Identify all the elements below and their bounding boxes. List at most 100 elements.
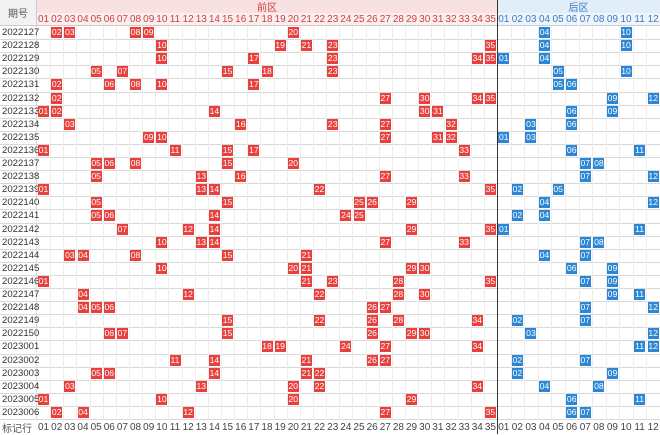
front-ball: 17 [248,79,260,91]
back-ball: 11 [634,341,646,353]
back-ball: 02 [511,210,523,222]
front-ball: 15 [222,328,234,340]
front-ball: 11 [169,354,181,366]
front-ball: 14 [208,105,220,117]
grid-line [260,26,262,420]
front-ball: 28 [392,315,404,327]
front-ball: 28 [392,289,404,300]
period-label: 2022140 [2,196,40,210]
row-divider [0,91,660,93]
period-label: 2022143 [2,235,40,249]
front-ball: 03 [64,380,76,392]
front-ball: 35 [484,275,496,287]
front-col-header: 27 [378,13,392,26]
front-ball: 27 [379,236,391,248]
period-label: 2022137 [2,157,40,171]
front-ball: 02 [51,27,63,38]
front-ball: 17 [248,144,260,156]
front-col-footer: 12 [182,422,194,433]
period-label: 2022146 [2,274,40,288]
period-header: 期号 [0,0,37,26]
front-col-footer: 14 [208,422,220,433]
grid-line [234,26,236,420]
front-ball: 32 [445,131,457,143]
footer-label-cell: 标记行 [0,420,37,435]
front-col-header: 04 [76,13,90,26]
grid-line [352,26,354,420]
back-ball: 07 [579,315,591,327]
front-ball: 34 [471,92,483,104]
row-divider [0,209,660,211]
front-ball: 09 [143,131,155,143]
front-ball: 25 [353,197,365,209]
back-ball: 10 [620,40,632,52]
front-ball: 27 [379,171,391,183]
front-ball: 23 [327,66,339,78]
back-ball: 07 [579,171,591,183]
front-ball: 26 [366,354,378,366]
back-ball: 06 [566,393,578,405]
grid-line [444,26,446,420]
front-zone-header: 前区 [37,0,497,14]
front-ball: 33 [458,236,470,248]
front-col-header: 17 [247,13,261,26]
front-ball: 24 [340,210,352,222]
front-ball: 10 [156,131,168,143]
front-ball: 05 [90,210,102,222]
period-label: 2022147 [2,288,40,302]
back-col-header: 09 [605,13,620,26]
row-divider [0,353,660,355]
back-col-header: 02 [510,13,525,26]
front-ball: 24 [340,341,352,353]
row-divider [0,274,660,276]
front-col-footer: 29 [406,422,418,433]
front-ball: 08 [130,79,142,91]
front-col-header: 21 [299,13,313,26]
front-ball: 29 [406,328,418,340]
front-col-footer: 22 [314,422,326,433]
back-ball: 09 [606,105,618,117]
front-ball: 06 [103,79,115,91]
front-ball: 10 [156,79,168,91]
grid-line [537,26,539,420]
front-ball: 21 [300,262,312,274]
front-ball: 04 [77,406,89,418]
grid-line [470,26,472,420]
row-divider [0,52,660,54]
back-ball: 02 [511,367,523,379]
front-ball: 26 [366,315,378,327]
front-col-footer: 28 [392,422,404,433]
grid-line [483,26,485,420]
front-ball: 13 [195,236,207,248]
back-col-footer: 12 [647,422,659,433]
period-label: 2022133 [2,104,40,118]
front-col-header: 09 [142,13,156,26]
front-ball: 07 [116,328,128,340]
row-divider [0,130,660,132]
front-ball: 12 [182,289,194,300]
front-ball: 20 [287,158,299,169]
front-ball: 25 [353,210,365,222]
front-col-footer: 15 [222,422,234,433]
front-ball: 23 [327,40,339,52]
front-col-header: 22 [313,13,327,26]
front-ball: 01 [38,393,50,405]
back-ball: 04 [539,197,551,209]
front-ball: 21 [300,40,312,52]
grid-line [155,26,157,420]
back-ball: 06 [566,79,578,91]
front-ball: 06 [103,328,115,340]
front-col-footer: 35 [484,422,496,433]
front-ball: 06 [103,302,115,314]
back-ball: 12 [647,92,659,104]
front-col-header: 31 [431,13,445,26]
front-ball: 06 [103,367,115,379]
front-ball: 26 [366,328,378,340]
back-ball: 01 [498,131,510,143]
front-ball: 35 [484,184,496,196]
front-ball: 30 [419,105,431,117]
front-col-header: 26 [365,13,379,26]
back-ball: 07 [579,275,591,287]
front-ball: 14 [208,210,220,222]
